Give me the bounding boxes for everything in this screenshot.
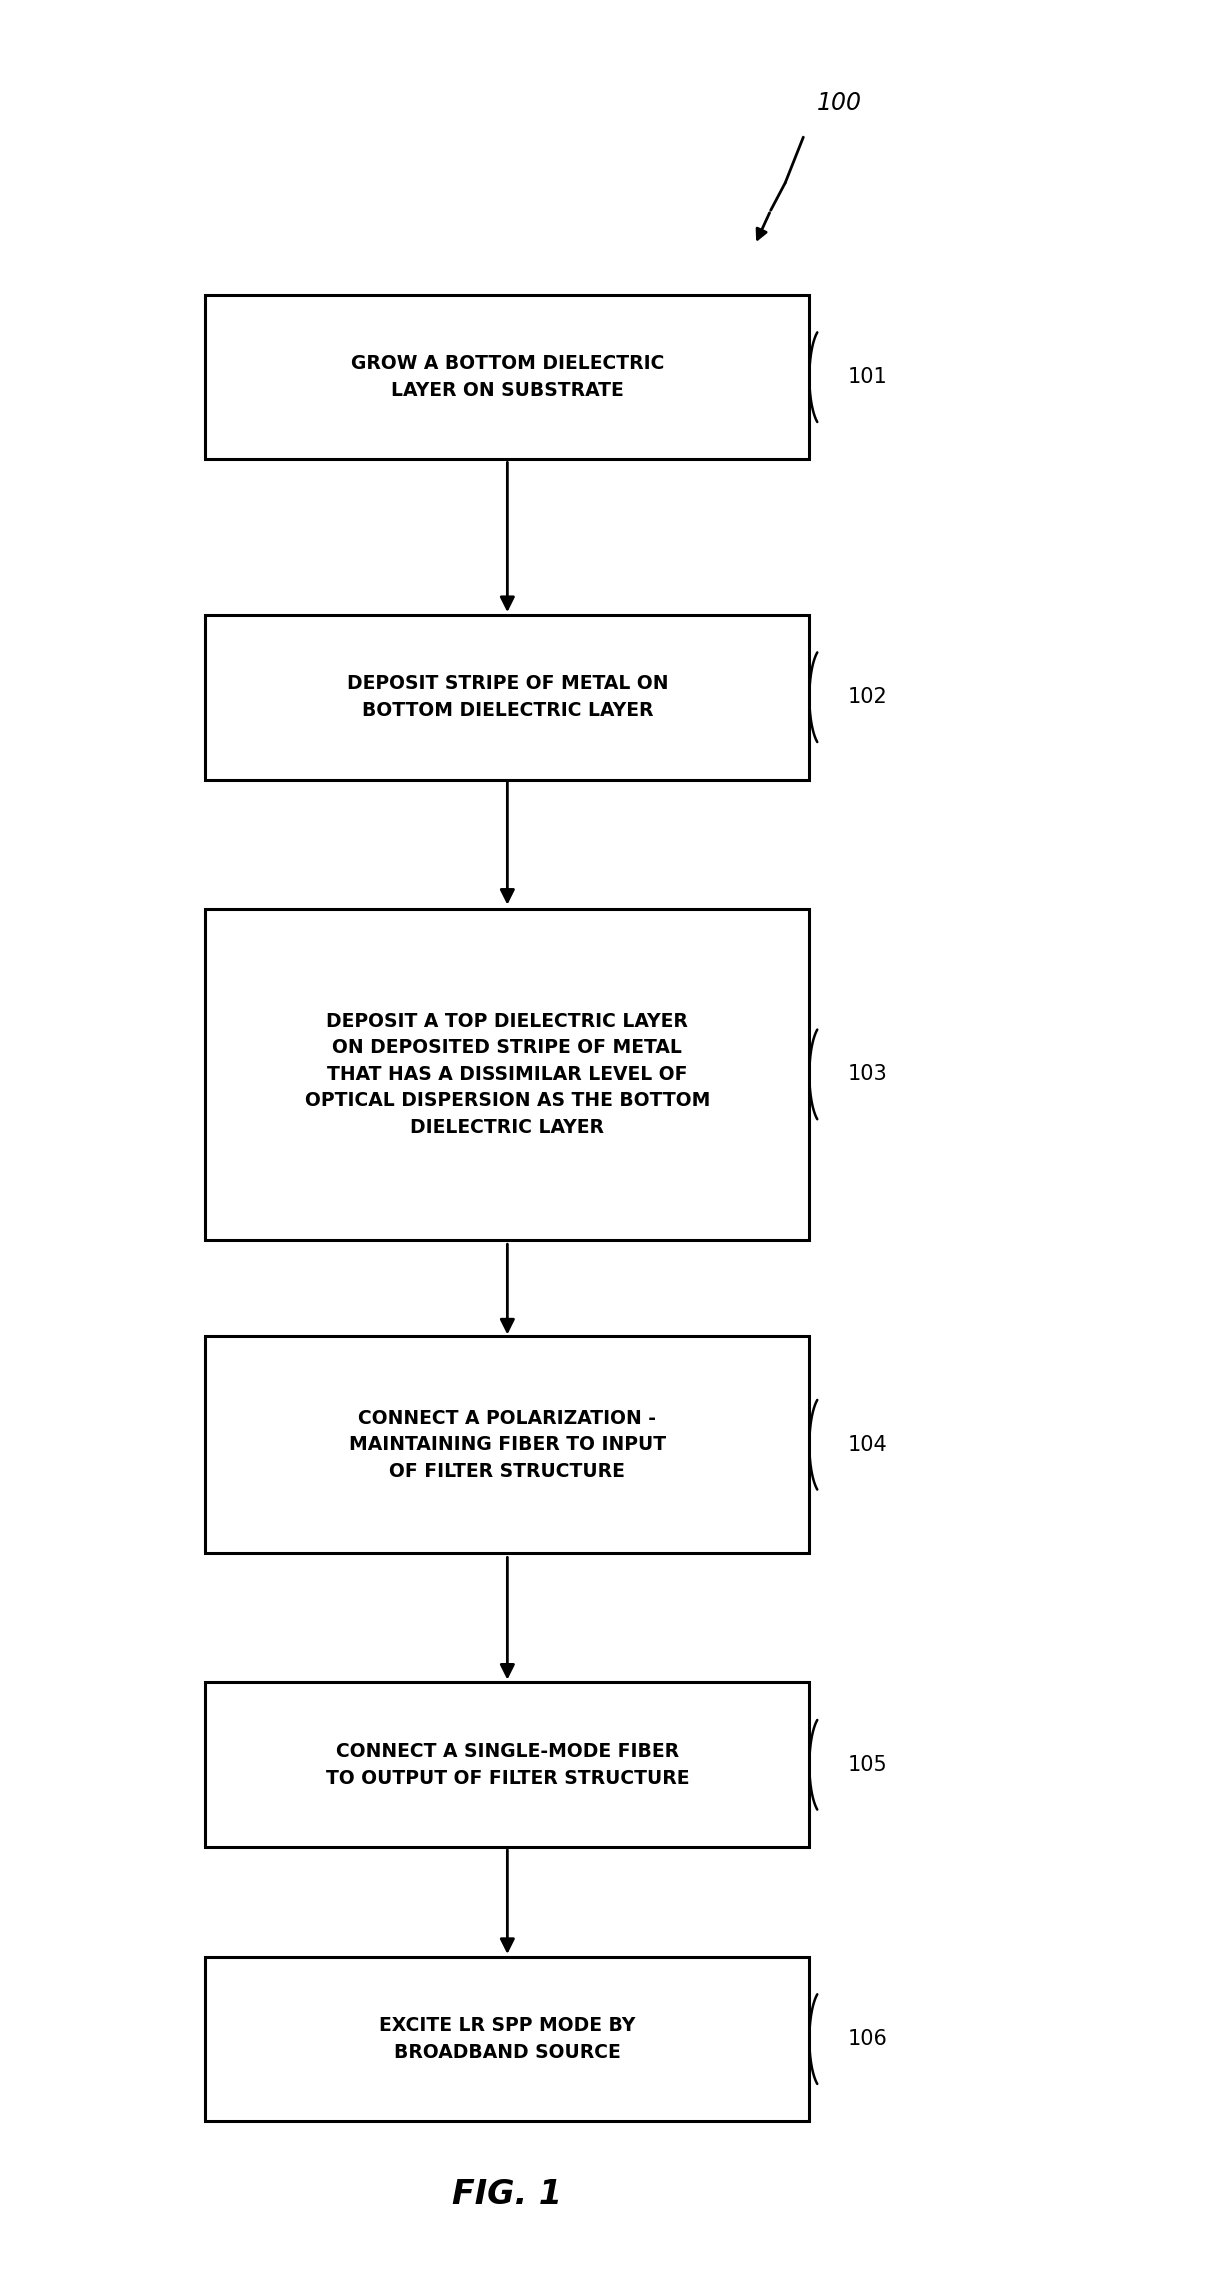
Text: DEPOSIT STRIPE OF METAL ON
BOTTOM DIELECTRIC LAYER: DEPOSIT STRIPE OF METAL ON BOTTOM DIELEC…	[347, 674, 668, 720]
Bar	[205, 1957, 809, 2121]
Text: 102: 102	[848, 688, 888, 706]
Text: FIG. 1: FIG. 1	[452, 2179, 563, 2211]
Text: 105: 105	[848, 1756, 888, 1774]
Bar	[205, 908, 809, 1239]
Text: DEPOSIT A TOP DIELECTRIC LAYER
ON DEPOSITED STRIPE OF METAL
THAT HAS A DISSIMILA: DEPOSIT A TOP DIELECTRIC LAYER ON DEPOSI…	[304, 1013, 710, 1136]
Text: 103: 103	[848, 1065, 888, 1084]
Text: 106: 106	[848, 2030, 888, 2048]
Text: 100: 100	[817, 91, 863, 114]
Text: 104: 104	[848, 1436, 888, 1454]
Bar	[205, 615, 809, 780]
Text: GROW A BOTTOM DIELECTRIC
LAYER ON SUBSTRATE: GROW A BOTTOM DIELECTRIC LAYER ON SUBSTR…	[350, 354, 664, 400]
Bar	[205, 1335, 809, 1554]
Text: 101: 101	[848, 368, 888, 386]
Text: CONNECT A POLARIZATION -
MAINTAINING FIBER TO INPUT
OF FILTER STRUCTURE: CONNECT A POLARIZATION - MAINTAINING FIB…	[349, 1408, 666, 1481]
Text: EXCITE LR SPP MODE BY
BROADBAND SOURCE: EXCITE LR SPP MODE BY BROADBAND SOURCE	[379, 2016, 635, 2062]
Bar	[205, 295, 809, 459]
Text: CONNECT A SINGLE-MODE FIBER
TO OUTPUT OF FILTER STRUCTURE: CONNECT A SINGLE-MODE FIBER TO OUTPUT OF…	[326, 1742, 689, 1788]
Bar	[205, 1682, 809, 1847]
